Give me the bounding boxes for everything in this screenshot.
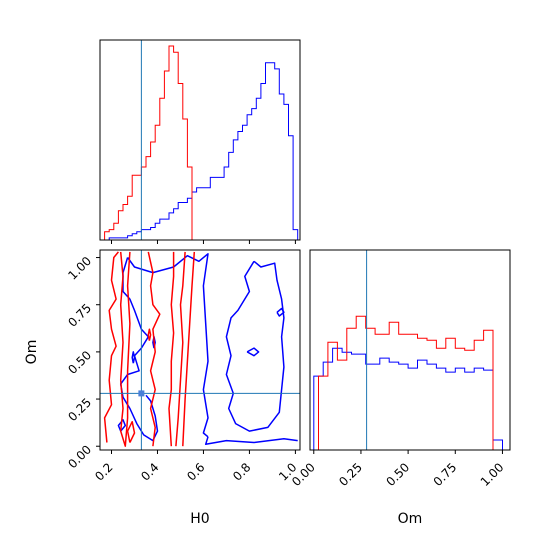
x-axis-label-h0: H0	[190, 511, 209, 527]
om-histogram-frame	[309, 249, 511, 451]
contour-red	[103, 251, 119, 443]
h0-histogram-frame	[99, 39, 301, 241]
contour-red	[168, 251, 175, 447]
contour-red	[126, 420, 136, 443]
contour-blue	[276, 307, 285, 317]
truth-marker	[138, 390, 145, 397]
h0-histogram-panel	[99, 39, 301, 244]
x-axis-label-om: Om	[398, 511, 423, 527]
contour-red	[182, 251, 196, 447]
contour-blue	[204, 436, 298, 446]
contour-blue	[246, 347, 260, 357]
contour-red	[147, 328, 152, 341]
om-histogram-blue	[313, 347, 503, 450]
contour-blue	[117, 419, 127, 432]
contour-blue	[126, 253, 209, 438]
contour-red	[175, 251, 186, 447]
om-histogram-red	[313, 315, 503, 451]
h0-histogram-blue	[100, 62, 299, 241]
contour-blue	[131, 351, 136, 364]
y-axis-label-om: Om	[24, 340, 40, 365]
contour-blue	[225, 260, 285, 432]
contour-panel-frame	[99, 249, 301, 451]
contour-red	[119, 251, 131, 447]
contour-group	[103, 251, 298, 447]
contour-red	[147, 251, 161, 447]
